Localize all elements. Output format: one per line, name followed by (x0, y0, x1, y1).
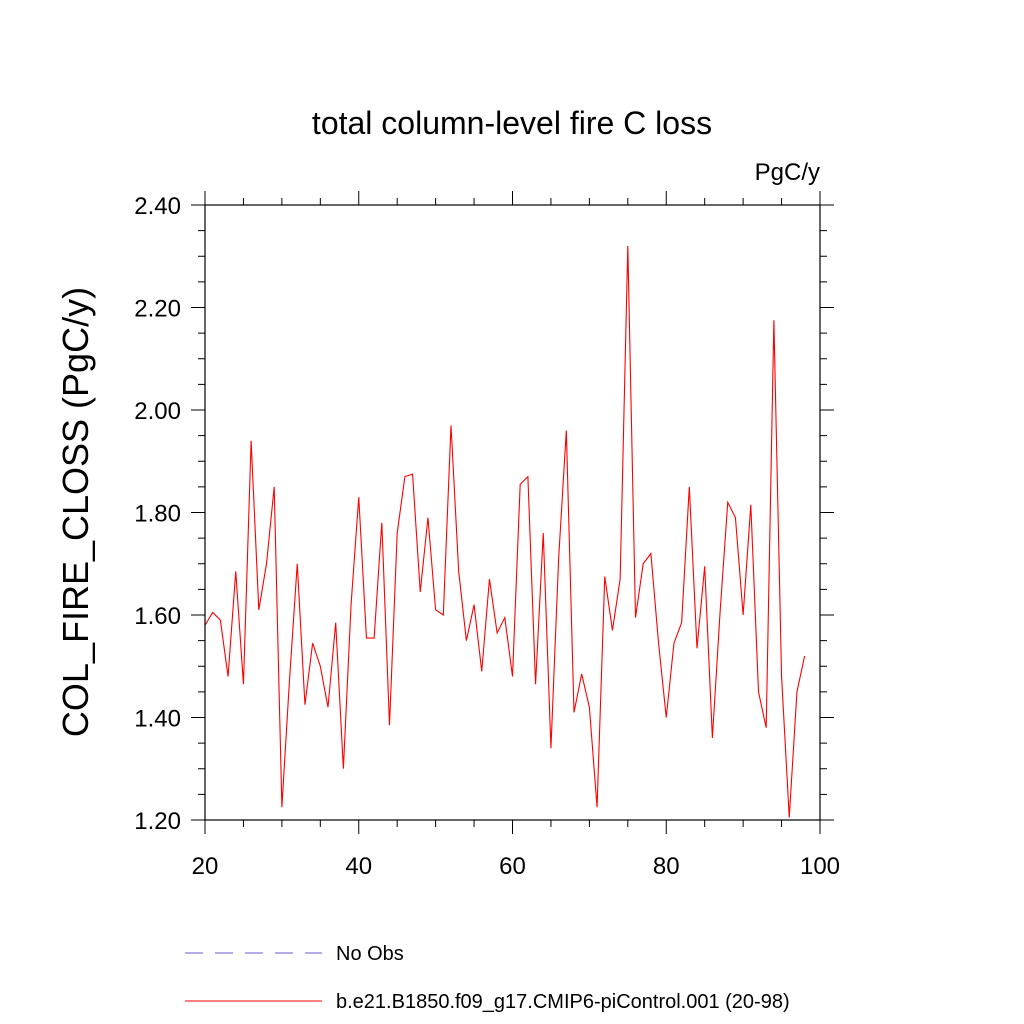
x-tick-label: 80 (653, 853, 680, 880)
y-tick-label: 2.40 (134, 193, 181, 220)
y-tick-label: 1.60 (134, 603, 181, 630)
x-tick-label: 100 (800, 853, 840, 880)
y-tick-label: 2.00 (134, 398, 181, 425)
y-tick-label: 1.80 (134, 501, 181, 528)
y-axis-label: COL_FIRE_CLOSS (PgC/y) (55, 287, 96, 737)
axis-ticks: 20 40 60 80 100 1.20 1.40 1.60 1.80 2.00 2.20 2.40 (134, 191, 840, 880)
x-tick-label: 20 (192, 853, 219, 880)
x-tick-label: 40 (345, 853, 372, 880)
y-tick-label: 1.40 (134, 706, 181, 733)
legend-label: No Obs (336, 943, 404, 965)
plot-area (204, 245, 806, 818)
plot-frame (204, 204, 821, 821)
series-line (204, 245, 806, 818)
legend: No Obs b.e21.B1850.f09_g17.CMIP6-piContro… (185, 943, 790, 1013)
chart-title: total column-level fire C loss (312, 105, 712, 141)
units-label: PgC/y (755, 159, 820, 186)
y-tick-label: 2.20 (134, 296, 181, 323)
x-tick-label: 60 (499, 853, 526, 880)
legend-label: b.e21.B1850.f09_g17.CMIP6-piControl.001 … (336, 991, 790, 1013)
y-tick-label: 1.20 (134, 808, 181, 835)
